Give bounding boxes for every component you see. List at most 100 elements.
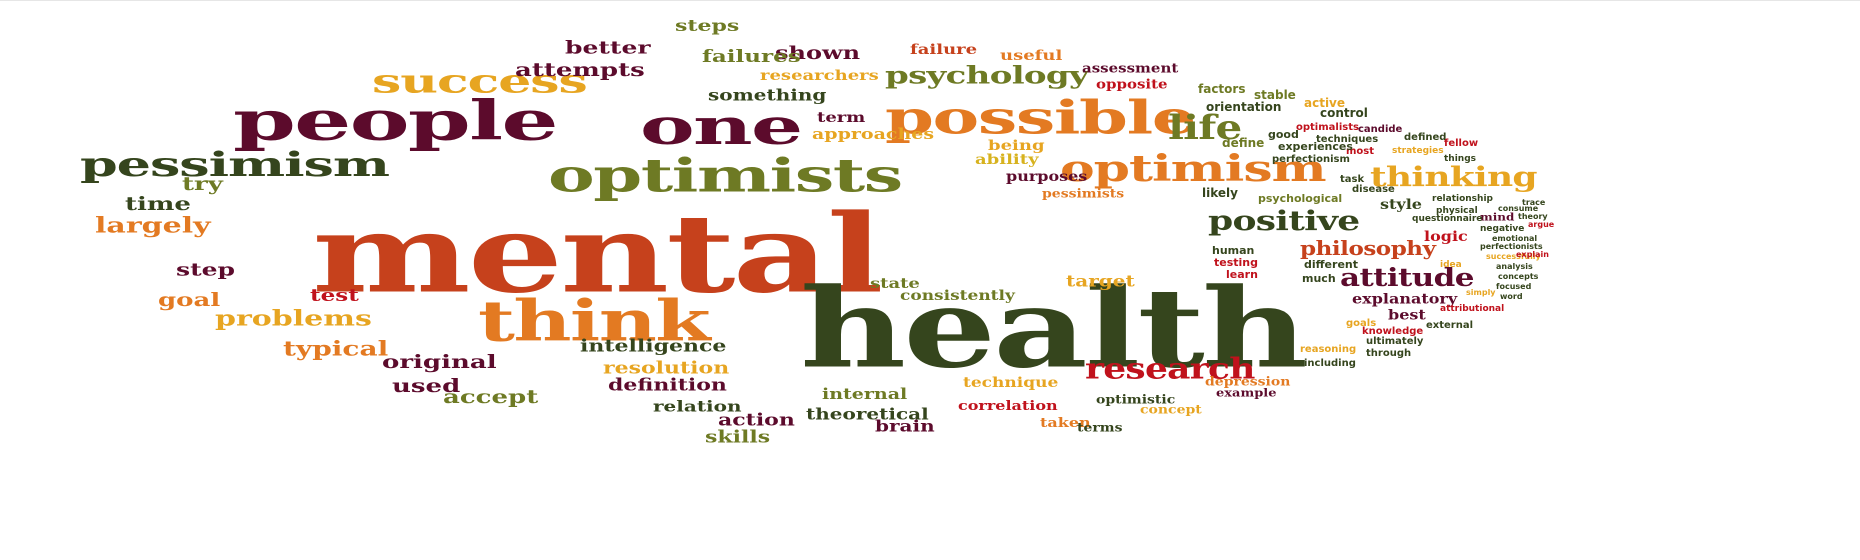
word-something: something — [708, 85, 827, 105]
word-pessimism: pessimism — [80, 144, 390, 184]
word-concept: concept — [1140, 403, 1202, 417]
word-things: things — [1444, 154, 1477, 164]
word-ability: ability — [975, 151, 1039, 168]
word-logic: logic — [1424, 228, 1468, 245]
word-much: much — [1302, 272, 1336, 285]
word-depression: depression — [1205, 375, 1291, 389]
word-strategies: strategies — [1392, 146, 1444, 156]
word-concepts: concepts — [1498, 272, 1539, 281]
word-intelligence: intelligence — [580, 336, 727, 356]
word-orientation: orientation — [1206, 100, 1282, 114]
word-used: used — [392, 375, 461, 397]
word-simply: simply — [1466, 288, 1496, 297]
word-attitude: attitude — [1340, 263, 1474, 293]
word-relationship: relationship — [1432, 194, 1493, 204]
word-accept: accept — [443, 386, 539, 408]
word-resolution: resolution — [603, 358, 730, 378]
word-perfectionism: perfectionism — [1272, 154, 1350, 165]
word-argue: argue — [1528, 220, 1555, 229]
word-people: people — [233, 89, 559, 153]
word-success: success — [372, 62, 588, 101]
word-optimalists: optimalists — [1296, 122, 1359, 133]
word-different: different — [1304, 258, 1358, 271]
word-useful: useful — [1000, 47, 1063, 64]
word-philosophy: philosophy — [1300, 237, 1436, 260]
word-taken: taken — [1040, 414, 1091, 431]
word-theory: theory — [1518, 212, 1548, 221]
word-mental: mental — [312, 190, 884, 318]
word-possible: possible — [885, 90, 1196, 145]
word-pessimists: pessimists — [1042, 187, 1125, 201]
word-researchers: researchers — [760, 67, 879, 84]
word-one: one — [640, 98, 803, 156]
word-task: task — [1340, 174, 1365, 185]
word-questionnaire: questionnaire — [1412, 214, 1483, 224]
word-psychological: psychological — [1258, 192, 1343, 205]
word-assessment: assessment — [1082, 60, 1179, 76]
word-target: target — [1066, 271, 1135, 291]
word-active: active — [1304, 96, 1346, 110]
word-failure: failure — [910, 41, 978, 58]
word-try: try — [182, 173, 223, 195]
word-trace: trace — [1522, 198, 1546, 207]
word-term: term — [817, 109, 866, 126]
word-consume: consume — [1498, 204, 1539, 213]
word-theoretical: theoretical — [806, 404, 929, 424]
word-thinking: thinking — [1370, 161, 1538, 193]
word-purposes: purposes — [1006, 168, 1088, 185]
word-terms: terms — [1077, 421, 1123, 435]
word-reasoning: reasoning — [1300, 344, 1357, 355]
word-negative: negative — [1480, 224, 1525, 234]
word-failures: failures — [702, 46, 801, 67]
word-word: word — [1500, 292, 1523, 301]
word-most: most — [1346, 146, 1375, 157]
word-optimistic: optimistic — [1096, 393, 1176, 407]
word-health: health — [800, 264, 1308, 393]
word-optimists: optimists — [548, 148, 903, 203]
word-relation: relation — [653, 397, 742, 415]
word-ultimately: ultimately — [1366, 336, 1424, 347]
word-learn: learn — [1226, 268, 1258, 281]
word-shown: shown — [775, 42, 861, 64]
word-testing: testing — [1214, 256, 1258, 269]
word-physical: physical — [1436, 206, 1478, 216]
word-emotional: emotional — [1492, 234, 1538, 243]
word-focused: focused — [1496, 282, 1532, 291]
word-approaches: approaches — [812, 125, 935, 143]
word-define: define — [1222, 136, 1265, 150]
word-state: state — [870, 275, 920, 292]
word-positive: positive — [1208, 205, 1360, 237]
word-stable: stable — [1254, 88, 1296, 102]
word-research: research — [1085, 352, 1255, 386]
word-steps: steps — [675, 16, 740, 36]
word-goals: goals — [1346, 318, 1377, 329]
word-life: life — [1168, 108, 1242, 148]
word-mind: mind — [1480, 211, 1515, 223]
word-action: action — [718, 410, 795, 430]
word-consistently: consistently — [900, 288, 1015, 305]
word-psychology: psychology — [885, 62, 1089, 90]
word-internal: internal — [822, 385, 908, 403]
word-think: think — [478, 288, 711, 354]
word-perfectionists: perfectionists — [1480, 242, 1543, 251]
word-better: better — [565, 37, 651, 58]
word-goal: goal — [158, 289, 221, 311]
word-successfully: successfully — [1486, 252, 1541, 261]
word-control: control — [1320, 106, 1368, 120]
word-techniques: techniques — [1316, 134, 1379, 145]
word-defined: defined — [1404, 132, 1447, 143]
word-opposite: opposite — [1096, 76, 1168, 92]
word-attributional: attributional — [1440, 304, 1505, 314]
word-experiences: experiences — [1278, 140, 1353, 153]
word-through: through — [1366, 348, 1412, 359]
word-explain: explain — [1516, 250, 1549, 259]
word-largely: largely — [95, 213, 211, 239]
word-fellow: fellow — [1444, 138, 1479, 149]
word-factors: factors — [1198, 82, 1246, 96]
word-correlation: correlation — [958, 397, 1058, 414]
word-external: external — [1426, 320, 1474, 331]
word-good: good — [1268, 128, 1299, 141]
word-likely: likely — [1202, 186, 1238, 200]
word-including: including — [1304, 358, 1356, 369]
